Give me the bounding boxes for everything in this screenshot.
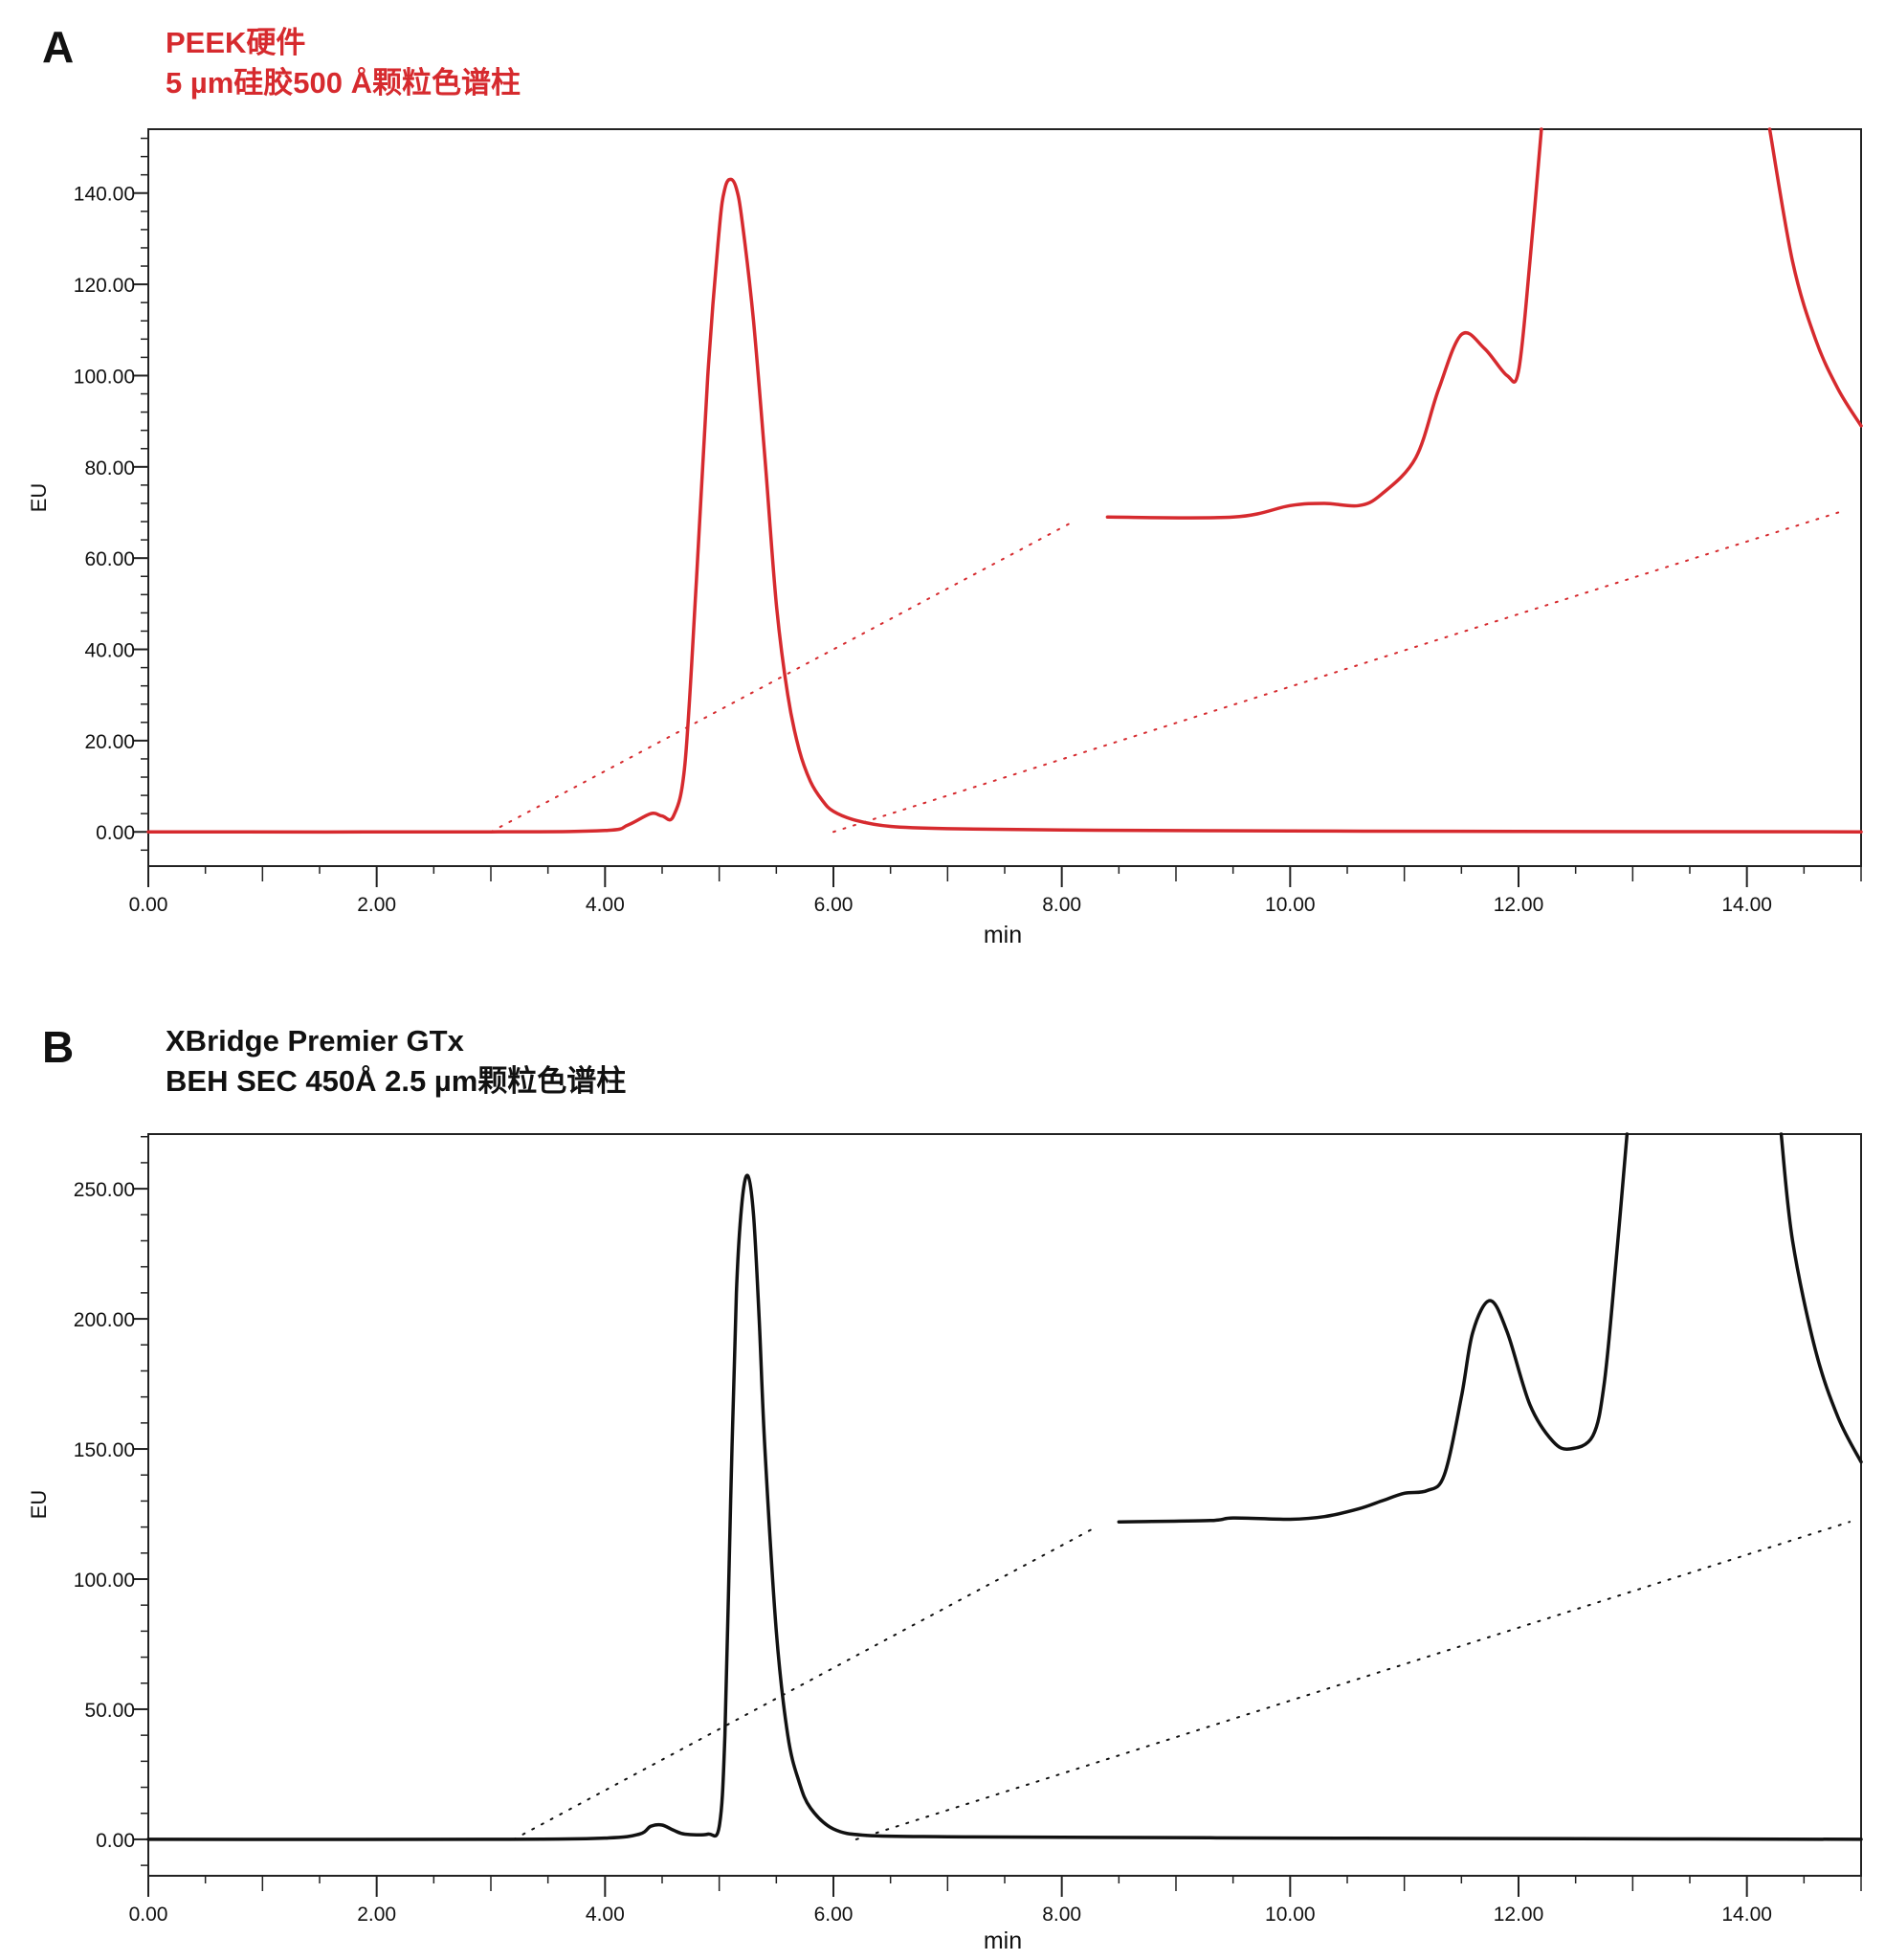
panel-a-y-tick-label: 80.00 [84, 457, 135, 479]
panel-b-x-axis-label: min [984, 1927, 1022, 1954]
panel-b-zoom-guide-line [512, 1526, 1098, 1840]
panel-a-zoom-guide-line [490, 521, 1075, 834]
panel-b-x-tick-label: 12.00 [1494, 1904, 1544, 1926]
panel-b-y-axis-label: EU [27, 1490, 51, 1520]
panel-b-x-tick-label: 0.00 [129, 1904, 168, 1926]
panel-b-x-tick-label: 8.00 [1042, 1904, 1081, 1926]
panel-a-chromatogram-line [146, 177, 1863, 835]
panel-a-x-ticks: 0.00 2.00 4.00 6.00 8.00 10.00 12.00 14.00 [129, 866, 1862, 916]
panel-b-x-tick-label: 14.00 [1721, 1904, 1772, 1926]
panel-b: B XBridge Premier GTx BEH SEC 450Å 2.5 µ… [27, 1022, 1863, 1954]
panel-b-y-tick-label: 200.00 [74, 1309, 135, 1331]
panel-b-title-line1: XBridge Premier GTx [166, 1024, 465, 1058]
panel-a-y-tick-label: 60.00 [84, 548, 135, 570]
panel-a-x-tick-label: 6.00 [814, 894, 854, 916]
panel-b-chromatogram-line [146, 1173, 1863, 1841]
panel-b-series [146, 1132, 1863, 1841]
panel-b-zoom-guide-line [854, 1521, 1852, 1840]
panel-a-x-tick-label: 2.00 [357, 894, 396, 916]
panel-b-y-tick-label: 0.00 [96, 1830, 135, 1852]
panel-a-zoom-guide-line [832, 511, 1840, 834]
panel-a-y-tick-label: 40.00 [84, 640, 135, 662]
panel-a-x-tick-label: 4.00 [586, 894, 625, 916]
panel-a-y-tick-label: 140.00 [74, 184, 135, 206]
panel-b-zoom-lines [512, 1521, 1852, 1840]
panel-a-y-tick-label: 120.00 [74, 275, 135, 297]
panel-b-title-line2: BEH SEC 450Å 2.5 µm颗粒色谱柱 [166, 1064, 626, 1098]
panel-a-y-axis-label: EU [27, 483, 51, 513]
panel-a-y-tick-label: 100.00 [74, 366, 135, 388]
panel-b-inset-chromatogram-line [1779, 1132, 1863, 1464]
panel-b-x-tick-label: 10.00 [1265, 1904, 1316, 1926]
panel-b-plot-frame [147, 1133, 1862, 1877]
panel-a-letter: A [42, 22, 74, 72]
panel-a-inset-chromatogram-line [1105, 127, 1543, 520]
panel-b-x-tick-label: 6.00 [814, 1904, 854, 1926]
panel-a: A PEEK硬件 5 µm硅胶500 Å颗粒色谱柱 0.00 20.00 40.00… [27, 22, 1863, 948]
panel-a-plot-frame [147, 128, 1862, 867]
panel-a-x-axis-label: min [984, 922, 1022, 948]
panel-b-y-tick-label: 150.00 [74, 1439, 135, 1461]
panel-b-x-ticks: 0.00 2.00 4.00 6.00 8.00 10.00 12.00 14.00 [129, 1876, 1862, 1926]
panel-a-x-tick-label: 14.00 [1721, 894, 1772, 916]
panel-b-x-tick-label: 2.00 [357, 1904, 396, 1926]
panel-b-y-tick-label: 100.00 [74, 1570, 135, 1592]
panel-a-inset-chromatogram-line [1767, 127, 1863, 428]
panel-a-title-line2: 5 µm硅胶500 Å颗粒色谱柱 [166, 66, 521, 100]
panel-a-x-tick-label: 0.00 [129, 894, 168, 916]
panel-a-y-tick-label: 0.00 [96, 822, 135, 844]
panel-b-y-tick-label: 250.00 [74, 1179, 135, 1201]
panel-b-y-tick-label: 50.00 [84, 1700, 135, 1722]
panel-a-x-tick-label: 10.00 [1265, 894, 1316, 916]
panel-a-x-tick-label: 12.00 [1494, 894, 1544, 916]
panel-b-x-tick-label: 4.00 [586, 1904, 625, 1926]
panel-a-zoom-lines [490, 511, 1840, 834]
panel-b-letter: B [42, 1022, 74, 1072]
panel-b-y-ticks: 0.00 50.00 100.00 150.00 200.00 250.00 [74, 1135, 148, 1866]
panel-a-y-tick-label: 20.00 [84, 731, 135, 753]
panel-a-y-ticks: 0.00 20.00 40.00 60.00 80.00 100.00 120.00 140.… [74, 137, 148, 852]
panel-a-series [146, 127, 1863, 835]
panel-b-inset-chromatogram-line [1117, 1132, 1630, 1524]
panel-a-x-tick-label: 8.00 [1042, 894, 1081, 916]
panel-a-title-line1: PEEK硬件 [166, 26, 305, 59]
